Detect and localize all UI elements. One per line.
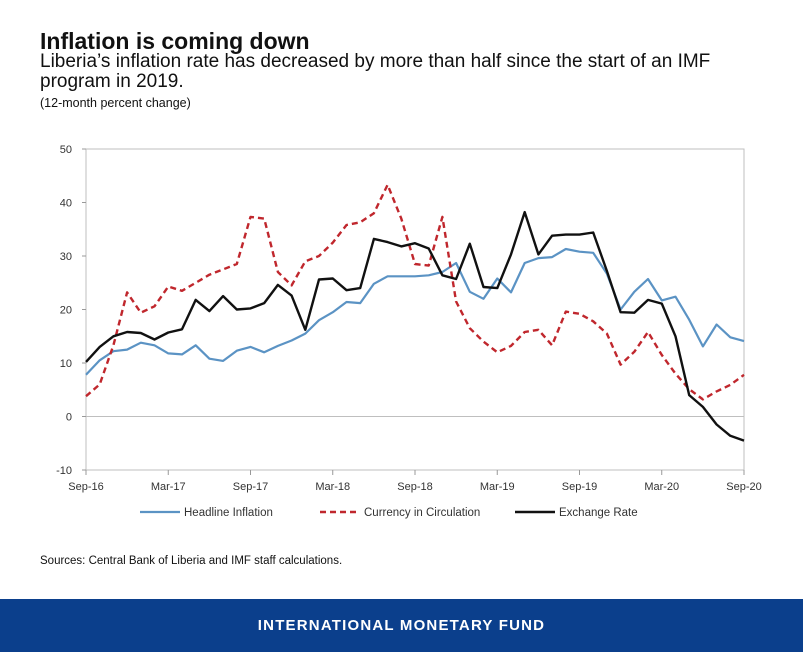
x-tick-label: Sep-18 bbox=[397, 481, 432, 493]
y-tick-label: 40 bbox=[60, 198, 72, 210]
legend-label: Headline Inflation bbox=[184, 507, 273, 519]
x-tick-label: Sep-20 bbox=[726, 481, 761, 493]
chart-title: Inflation is coming down bbox=[40, 28, 310, 54]
chart-subtitle: Liberia’s inflation rate has decreased b… bbox=[40, 51, 711, 92]
footer-label: INTERNATIONAL MONETARY FUND bbox=[257, 617, 546, 634]
chart-axes: -10 0 10 20 30 40 50 Sep-16 Mar-17 Sep-17 Mar-18 Se… bbox=[56, 144, 762, 493]
imf-footer-banner: INTERNATIONAL MONETARY FUND bbox=[0, 599, 803, 652]
chart-legend: Headline Inflation Currency in Circulatio… bbox=[140, 507, 638, 519]
x-tick-label: Mar-19 bbox=[480, 481, 515, 493]
y-tick-label: 0 bbox=[66, 412, 72, 424]
y-tick-label: -10 bbox=[56, 465, 72, 477]
y-tick-label: 10 bbox=[60, 358, 72, 370]
series-line-headline-inflation bbox=[85, 247, 745, 376]
line-chart: -10 0 10 20 30 40 50 Sep-16 Mar-17 Sep-17 Mar-18 Se… bbox=[56, 144, 762, 519]
x-tick-label: Mar-17 bbox=[151, 481, 186, 493]
y-tick-label: 20 bbox=[60, 305, 72, 317]
x-tick-label: Sep-19 bbox=[562, 481, 597, 493]
series-line-currency-in-circulation bbox=[85, 183, 745, 401]
source-note: Sources: Central Bank of Liberia and IMF… bbox=[40, 555, 343, 567]
series-line-exchange-rate bbox=[85, 210, 745, 442]
chart-grid bbox=[85, 148, 745, 471]
legend-label: Exchange Rate bbox=[559, 507, 638, 519]
plot-frame bbox=[85, 148, 745, 471]
chart-unit-note: (12-month percent change) bbox=[40, 96, 191, 110]
chart-series bbox=[85, 183, 745, 442]
x-tick-label: Sep-16 bbox=[68, 481, 103, 493]
y-tick-label: 30 bbox=[60, 251, 72, 263]
x-tick-label: Sep-17 bbox=[233, 481, 268, 493]
x-tick-label: Mar-20 bbox=[644, 481, 679, 493]
legend-label: Currency in Circulation bbox=[364, 507, 480, 519]
x-tick-label: Mar-18 bbox=[315, 481, 350, 493]
y-tick-label: 50 bbox=[60, 144, 72, 156]
